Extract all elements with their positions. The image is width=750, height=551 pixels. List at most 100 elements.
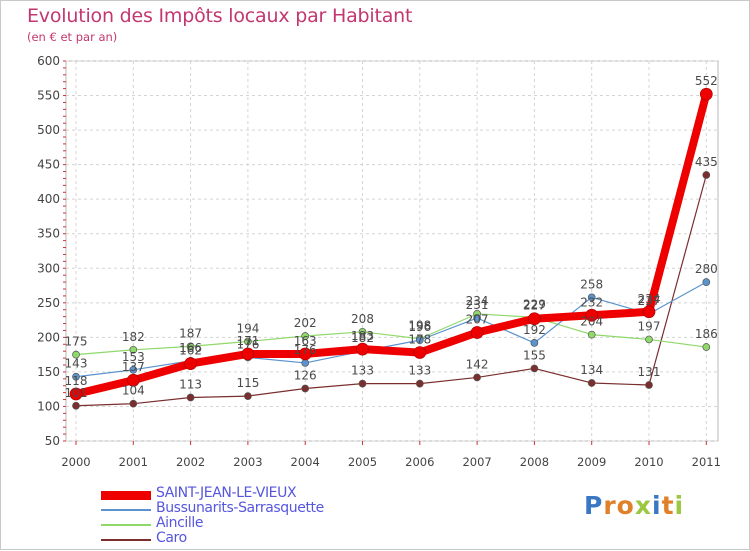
logo-letter: i [674,491,685,520]
data-label: 134 [580,363,603,377]
data-point [358,379,367,388]
x-tick-label: 2004 [291,455,320,469]
y-tick-label: 100 [37,399,60,413]
data-point [642,305,656,319]
x-tick-label: 2002 [176,455,205,469]
data-point [702,343,711,351]
data-label: 208 [351,312,374,326]
data-point [587,293,596,302]
plot-area [65,60,719,442]
data-point [129,399,138,408]
logo-letter: o [616,491,635,520]
data-label: 187 [179,326,202,340]
y-tick-label: 400 [37,192,60,206]
data-label: 198 [408,319,431,333]
legend-swatch [101,539,151,541]
logo-letter: t [661,491,675,520]
data-point [184,357,197,370]
data-label: 196 [408,320,431,334]
data-point [356,342,369,356]
data-label: 137 [122,360,145,374]
data-point [530,339,539,347]
series-line-2 [75,313,707,356]
data-point [530,364,539,373]
data-point [126,373,140,387]
data-point [301,384,310,393]
data-label: 258 [580,277,603,291]
chart-subtitle: (en € et par an) [27,30,118,44]
data-point [298,347,312,361]
data-point [129,345,138,354]
data-point [702,278,711,286]
data-label: 175 [65,335,88,349]
legend-swatch [101,509,151,511]
data-point [72,350,80,359]
legend-label: Caro [156,530,187,546]
x-tick-label: 2011 [692,455,721,469]
legend-swatch [101,490,151,500]
legend-swatch [101,524,151,526]
data-point [69,387,83,401]
data-point [473,373,481,382]
data-label: 118 [65,374,88,388]
x-tick-label: 2001 [119,455,148,469]
data-label: 126 [294,368,317,382]
data-label: 234 [466,294,489,308]
data-point [702,171,711,179]
y-tick-label: 500 [37,123,60,137]
series-line-0 [72,90,711,399]
data-point [470,326,484,339]
y-tick-label: 50 [45,434,60,448]
data-label: 113 [179,377,202,391]
y-tick-label: 550 [37,89,60,103]
data-point [241,347,255,361]
data-label: 155 [523,348,546,362]
x-tick-label: 2000 [61,455,90,469]
data-point [699,87,713,101]
logo-letter: x [634,491,652,520]
data-label: 192 [523,323,546,337]
data-point [413,346,427,359]
data-point [72,401,80,410]
data-point [585,308,599,322]
data-point [186,393,195,402]
y-tick-label: 250 [37,296,60,310]
data-label: 194 [236,322,259,336]
x-tick-label: 2005 [348,455,377,469]
x-tick-label: 2010 [634,455,663,469]
data-label: 183 [351,329,374,343]
data-label: 162 [179,344,202,358]
data-label: 197 [638,319,661,333]
data-label: 231 [466,298,489,312]
data-label: 435 [695,155,718,169]
data-point [528,312,541,326]
legend-label: SAINT-JEAN-LE-VIEUX [156,485,297,501]
data-label: 229 [523,297,546,311]
series-line-3 [75,174,707,407]
data-point [358,327,367,336]
data-label: 176 [236,337,259,351]
logo-letter: i [652,491,662,520]
logo-letter: P [584,491,604,520]
data-label: 237 [638,294,661,308]
data-point [301,359,310,367]
data-label: 227 [523,299,546,313]
data-point [415,379,424,388]
data-label: 178 [408,333,431,347]
x-tick-label: 2007 [462,455,491,469]
data-label: 101 [65,386,88,400]
data-label: 552 [695,74,718,88]
legend-label: Bussunarits-Sarrasquette [156,500,324,516]
y-tick-label: 450 [37,158,60,172]
proxiti-logo: Proxiti [584,491,684,520]
logo-letter: r [603,491,617,520]
data-label: 163 [294,334,317,348]
data-point [587,379,596,387]
y-tick-label: 350 [37,227,60,241]
data-label: 171 [236,334,259,348]
data-label: 182 [351,331,374,345]
x-tick-label: 2008 [520,455,549,469]
data-point [186,342,195,351]
